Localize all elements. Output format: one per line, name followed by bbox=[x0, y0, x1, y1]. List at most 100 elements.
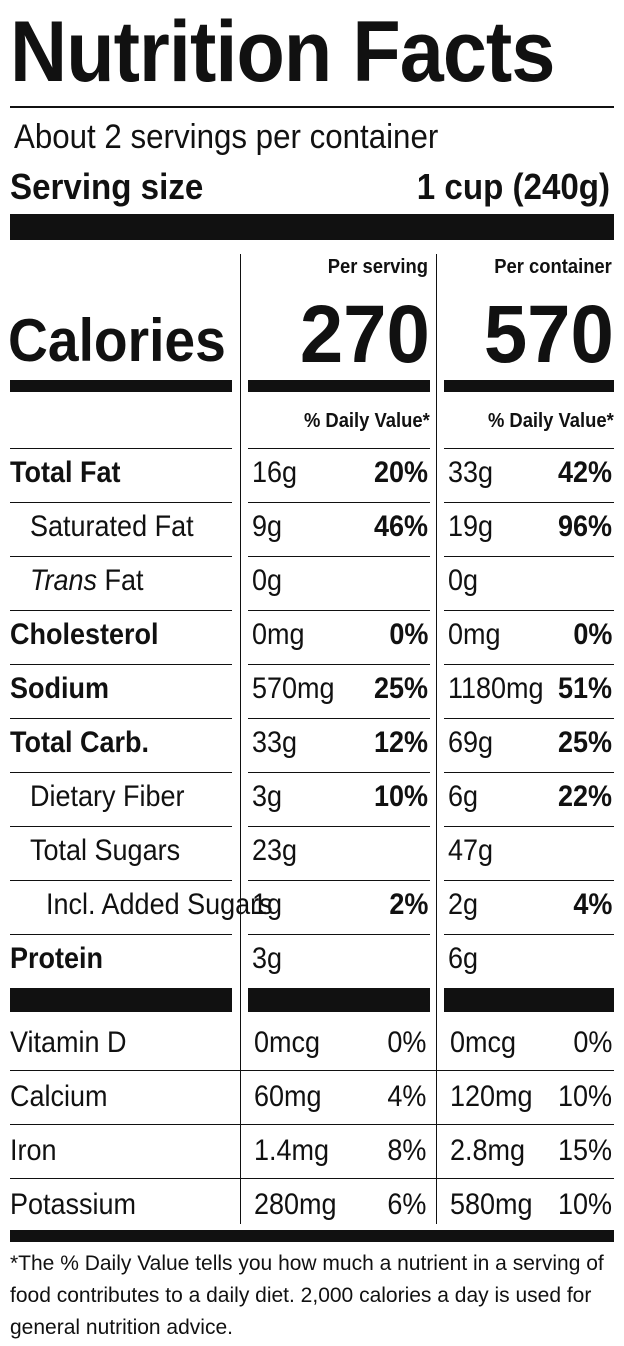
vitamin-serving-daily-value: 0% bbox=[386, 1026, 426, 1059]
vitamin-serving-daily-value: 6% bbox=[386, 1188, 426, 1221]
container-daily-value: 25% bbox=[557, 726, 612, 759]
daily-value-header-container: % Daily Value* bbox=[488, 410, 614, 432]
per-container-header: Per container bbox=[494, 256, 612, 278]
footnote: *The % Daily Value tells you how much a … bbox=[10, 1252, 604, 1339]
nutrient-label: Protein bbox=[10, 942, 104, 975]
row-separator-container bbox=[444, 880, 614, 881]
row-separator-serving bbox=[248, 664, 430, 665]
calories-bar-right bbox=[444, 380, 614, 392]
servings-per-container: About 2 servings per container bbox=[14, 118, 439, 156]
row-separator-serving bbox=[248, 826, 430, 827]
serving-daily-value: 25% bbox=[373, 672, 428, 705]
container-amount: 2g bbox=[448, 888, 479, 921]
serving-size-thick-bar bbox=[10, 214, 614, 240]
row-separator-container bbox=[444, 934, 614, 935]
vitamin-container-daily-value: 10% bbox=[557, 1080, 612, 1113]
nutrient-label: Incl. Added Sugars bbox=[46, 888, 273, 921]
protein-bar-left bbox=[10, 988, 232, 1012]
per-serving-header: Per serving bbox=[327, 256, 428, 278]
row-separator-container bbox=[444, 448, 614, 449]
vitamin-label: Calcium bbox=[10, 1080, 108, 1113]
row-separator-container bbox=[444, 664, 614, 665]
vitamin-serving-daily-value: 4% bbox=[386, 1080, 426, 1113]
calories-per-serving: 270 bbox=[300, 289, 430, 380]
row-separator-container bbox=[444, 502, 614, 503]
vitamin-container-daily-value: 0% bbox=[572, 1026, 612, 1059]
container-daily-value: 0% bbox=[572, 618, 612, 651]
vitamin-serving-amount: 0mcg bbox=[254, 1026, 321, 1059]
row-separator-serving bbox=[248, 556, 430, 557]
serving-amount: 0mg bbox=[252, 618, 305, 651]
nutrient-label: Dietary Fiber bbox=[30, 780, 185, 813]
serving-amount: 0g bbox=[252, 564, 283, 597]
nutrient-label: Sodium bbox=[10, 672, 109, 705]
vitamin-serving-amount: 60mg bbox=[254, 1080, 322, 1113]
row-separator-serving bbox=[248, 880, 430, 881]
column-divider-right bbox=[436, 254, 437, 1224]
row-separator-label bbox=[10, 610, 232, 611]
row-separator-container bbox=[444, 826, 614, 827]
row-separator-serving bbox=[248, 502, 430, 503]
row-separator-label bbox=[10, 934, 232, 935]
container-amount: 69g bbox=[448, 726, 494, 759]
protein-bar-mid bbox=[248, 988, 430, 1012]
container-amount: 1180mg bbox=[448, 672, 544, 705]
serving-amount: 3g bbox=[252, 780, 283, 813]
nutrient-label: Cholesterol bbox=[10, 618, 159, 651]
row-separator-label bbox=[10, 502, 232, 503]
vitamin-container-amount: 580mg bbox=[450, 1188, 533, 1221]
vitamin-separator bbox=[10, 1070, 614, 1071]
nutrient-label-rest: Fat bbox=[97, 564, 144, 597]
row-separator-label bbox=[10, 664, 232, 665]
daily-value-header-serving: % Daily Value* bbox=[304, 410, 430, 432]
vitamin-container-amount: 120mg bbox=[450, 1080, 533, 1113]
container-daily-value: 22% bbox=[557, 780, 612, 813]
title-rule bbox=[10, 106, 614, 108]
serving-amount: 33g bbox=[252, 726, 298, 759]
row-separator-label bbox=[10, 556, 232, 557]
vitamin-serving-daily-value: 8% bbox=[386, 1134, 426, 1167]
container-amount: 19g bbox=[448, 510, 494, 543]
protein-bar-right bbox=[444, 988, 614, 1012]
serving-daily-value: 12% bbox=[373, 726, 428, 759]
serving-daily-value: 10% bbox=[373, 780, 428, 813]
row-separator-serving bbox=[248, 718, 430, 719]
column-divider-left bbox=[240, 254, 241, 1224]
row-separator-serving bbox=[248, 934, 430, 935]
vitamin-container-daily-value: 15% bbox=[557, 1134, 612, 1167]
container-daily-value: 96% bbox=[557, 510, 612, 543]
serving-daily-value: 0% bbox=[388, 618, 428, 651]
nutrient-label: Total Carb. bbox=[10, 726, 150, 759]
serving-amount: 1g bbox=[252, 888, 283, 921]
vitamin-separator bbox=[10, 1124, 614, 1125]
vitamin-label: Iron bbox=[10, 1134, 57, 1167]
calories-label: Calories bbox=[8, 307, 226, 374]
container-amount: 0mg bbox=[448, 618, 501, 651]
serving-daily-value: 20% bbox=[373, 456, 428, 489]
serving-amount: 16g bbox=[252, 456, 298, 489]
vitamin-container-amount: 0mcg bbox=[450, 1026, 517, 1059]
row-separator-label bbox=[10, 826, 232, 827]
calories-per-container: 570 bbox=[484, 289, 614, 380]
nutrient-label: Total Fat bbox=[10, 456, 121, 489]
row-separator-container bbox=[444, 718, 614, 719]
row-separator-label bbox=[10, 880, 232, 881]
vitamin-serving-amount: 280mg bbox=[254, 1188, 337, 1221]
row-separator-label bbox=[10, 718, 232, 719]
serving-amount: 9g bbox=[252, 510, 283, 543]
serving-size-value: 1 cup (240g) bbox=[416, 166, 610, 207]
container-daily-value: 42% bbox=[557, 456, 612, 489]
row-separator-label bbox=[10, 448, 232, 449]
serving-amount: 23g bbox=[252, 834, 298, 867]
nutrient-label-italic: Trans bbox=[30, 564, 98, 597]
vitamin-separator bbox=[10, 1178, 614, 1179]
serving-amount: 3g bbox=[252, 942, 283, 975]
calories-bar-mid bbox=[248, 380, 430, 392]
container-amount: 6g bbox=[448, 780, 479, 813]
nutrient-label: Saturated Fat bbox=[30, 510, 194, 543]
vitamin-label: Potassium bbox=[10, 1188, 137, 1221]
container-daily-value: 4% bbox=[572, 888, 612, 921]
container-daily-value: 51% bbox=[557, 672, 612, 705]
serving-daily-value: 2% bbox=[388, 888, 428, 921]
vitamin-container-daily-value: 10% bbox=[557, 1188, 612, 1221]
